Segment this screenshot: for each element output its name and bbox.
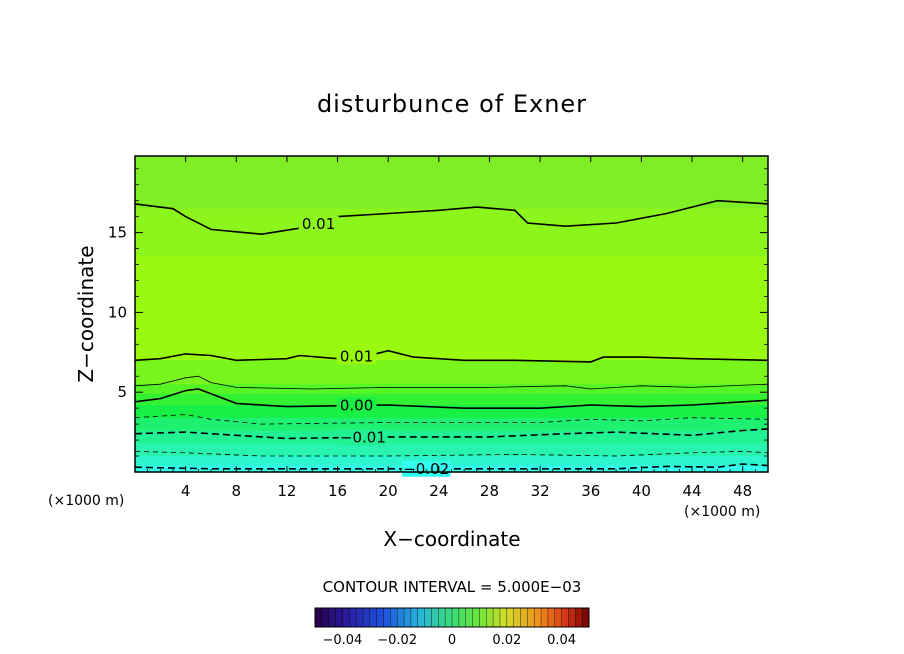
contour-line — [135, 375, 768, 390]
colorbar-cell — [534, 608, 542, 627]
colorbar-cell — [561, 608, 569, 627]
colorbar-cell — [383, 608, 391, 627]
contour-line — [135, 450, 768, 457]
colorbar-tick-label: 0.04 — [547, 633, 576, 648]
colorbar-frame — [314, 607, 590, 628]
colorbar-cell — [417, 608, 425, 627]
colorbar-cell — [335, 608, 343, 627]
colorbar-cell — [499, 608, 508, 627]
colorbar-cell — [424, 608, 432, 627]
colorbar-tick-label: −0.04 — [322, 633, 362, 648]
colorbar-cell — [342, 608, 350, 627]
colorbar-cell — [465, 608, 473, 627]
colorbar-cell — [547, 608, 556, 627]
colorbar-cell — [349, 608, 357, 627]
colorbar-cell — [458, 608, 466, 627]
contour-label: 0.01 — [340, 347, 373, 365]
contour-label: 0.01 — [302, 215, 335, 233]
contour-label-bg — [336, 348, 377, 365]
x-unit-right: (×1000 m) — [684, 504, 760, 520]
contour-interval-text: CONTOUR INTERVAL = 5.000E−03 — [323, 578, 582, 596]
colorbar-tick-label: −0.02 — [377, 633, 417, 648]
contour-line — [135, 349, 768, 363]
x-unit-left: (×1000 m) — [48, 493, 124, 509]
x-tick-label: 40 — [632, 482, 651, 500]
colorbar-cell — [445, 608, 453, 627]
colorbar-cell — [369, 608, 377, 627]
colorbar-cell — [568, 608, 576, 627]
contour-label-bg — [298, 215, 339, 232]
colorbar-cell — [404, 608, 412, 627]
colorbar-cell — [506, 608, 514, 627]
colorbar-cell — [397, 608, 405, 627]
colorbar-cell — [520, 608, 528, 627]
x-axis-label: X−coordinate — [383, 527, 520, 551]
x-tick-label: 20 — [379, 482, 398, 500]
y-axis-ticks: 5 10 15 — [108, 168, 768, 457]
x-axis-ticks: 4 8 12 16 20 24 28 32 36 40 44 48 — [147, 156, 756, 500]
contour-label: −0.01 — [340, 428, 386, 446]
colorbar-cell — [390, 608, 398, 627]
x-tick-label: 44 — [682, 482, 701, 500]
contour-label-bg — [336, 397, 377, 414]
colorbar-cell — [376, 608, 384, 627]
contour-labels: 0.01 0.01 0.00 −0.01 −0.02 — [298, 215, 451, 478]
colorbar-cell — [321, 608, 329, 627]
chart-title: disturbunce of Exner — [317, 90, 587, 118]
contour-label-bg — [338, 429, 388, 446]
y-tick-label: 10 — [108, 303, 127, 321]
x-tick-label: 4 — [181, 482, 191, 500]
y-tick-label: 5 — [117, 383, 127, 401]
colorbar-cell — [472, 608, 480, 627]
contour-line — [135, 428, 768, 440]
contour-line — [135, 414, 768, 425]
colorbar-cell — [315, 608, 323, 627]
x-tick-label: 12 — [277, 482, 296, 500]
colorbar-cell — [362, 608, 371, 627]
contour-label: −0.02 — [403, 460, 449, 478]
contour-line — [135, 199, 768, 236]
color-bands — [135, 156, 768, 472]
colorbar-cell — [575, 608, 583, 627]
colorbar-cell — [582, 608, 590, 627]
x-tick-label: 8 — [232, 482, 242, 500]
x-tick-label: 32 — [531, 482, 550, 500]
plot-area: 0.010.010.00−0.01−0.02 4 8 12 16 20 24 28 32 36 4… — [108, 155, 769, 500]
color-band — [135, 465, 768, 472]
colorbar-cell — [486, 608, 494, 627]
x-tick-label: 28 — [480, 482, 499, 500]
contour-label-bg — [401, 460, 451, 477]
colorbar-tick-label: 0 — [448, 633, 456, 648]
colorbar-tick-labels: −0.04 −0.02 0 0.02 0.04 — [322, 633, 576, 648]
contour-line — [135, 463, 768, 470]
x-tick-label: 16 — [328, 482, 347, 500]
colorbar-cell — [527, 608, 535, 627]
y-tick-label: 15 — [108, 224, 127, 242]
colorbar-cell — [328, 608, 336, 627]
colorbar-cell — [452, 608, 460, 627]
colorbar-cell — [554, 608, 562, 627]
colorbar — [314, 607, 590, 628]
colorbar-cell — [513, 608, 521, 627]
colorbar-cell — [541, 608, 549, 627]
y-axis-label: Z−coordinate — [74, 245, 98, 382]
colorbar-cell — [431, 608, 439, 627]
x-tick-label: 36 — [581, 482, 600, 500]
colorbar-tick-label: 0.02 — [492, 633, 521, 648]
colorbar-cell — [410, 608, 419, 627]
contour-label: 0.00 — [340, 396, 373, 414]
colorbar-cell — [493, 608, 501, 627]
colorbar-cell — [356, 608, 364, 627]
contour-lines — [135, 199, 768, 470]
x-tick-label: 24 — [429, 482, 448, 500]
colorbar-cell — [479, 608, 487, 627]
x-tick-label: 48 — [733, 482, 752, 500]
colorbar-cell — [438, 608, 446, 627]
